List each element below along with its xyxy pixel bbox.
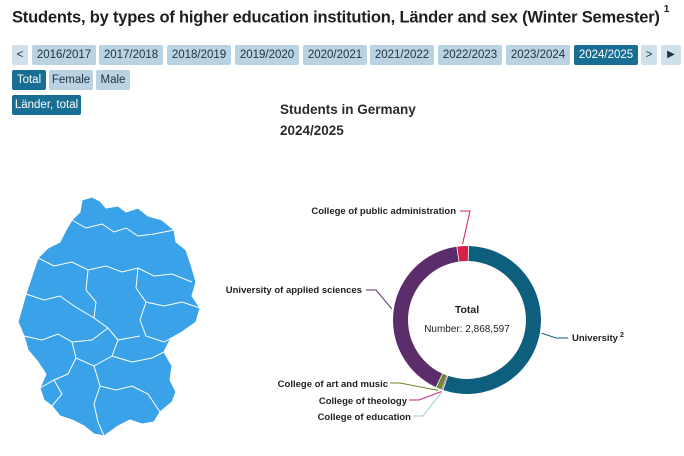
slice-label: College of art and music <box>278 379 388 390</box>
page-title: Students, by types of higher education i… <box>12 4 669 28</box>
semester-button-2018-2019[interactable]: 2018/2019 <box>167 45 231 65</box>
donut-slice-college-of-art-and-music[interactable] <box>436 373 447 390</box>
germany-map[interactable] <box>14 190 224 442</box>
slice-label: College of education <box>318 412 412 423</box>
page-title-text: Students, by types of higher education i… <box>12 8 660 27</box>
filter-female-button[interactable]: Female <box>49 70 93 90</box>
slice-label: College of public administration <box>311 206 456 217</box>
donut-slice-college-of-education[interactable] <box>442 375 448 390</box>
leader-line <box>413 391 443 417</box>
donut-slice-college-of-public-administration[interactable] <box>457 245 469 262</box>
leader-line <box>366 289 393 310</box>
slice-label: College of theology <box>319 396 408 407</box>
chart-heading-line2: 2024/2025 <box>280 123 344 138</box>
slice-label: University of applied sciences <box>226 285 362 296</box>
leader-line <box>409 391 442 401</box>
donut-slice-college-of-theology[interactable] <box>441 375 448 390</box>
chart-heading: Students in Germany 2024/2025 <box>280 99 416 141</box>
filter-total-button[interactable]: Total <box>12 70 46 90</box>
leader-line <box>460 210 471 245</box>
chart-heading-line1: Students in Germany <box>280 102 416 117</box>
semester-button-2017-2018[interactable]: 2017/2018 <box>99 45 163 65</box>
title-footnote: 1 <box>663 4 670 15</box>
semester-button-2019-2020[interactable]: 2019/2020 <box>235 45 299 65</box>
semester-button-2023-2024[interactable]: 2023/2024 <box>506 45 570 65</box>
slice-label-footnote: 2 <box>620 332 624 339</box>
donut-leaders: University 2 College of education College o… <box>226 206 624 423</box>
semester-button-2024-2025[interactable]: 2024/2025 <box>574 45 638 65</box>
prev-semester-button[interactable]: < <box>12 45 28 65</box>
semester-button-2022-2023[interactable]: 2022/2023 <box>438 45 502 65</box>
play-button[interactable]: ▶ <box>661 45 681 65</box>
donut-slice-university[interactable] <box>443 246 541 395</box>
state-borders <box>23 219 201 437</box>
donut-center-title: Total <box>455 304 479 316</box>
donut-slice-university-of-applied-sciences[interactable] <box>393 246 459 388</box>
donut-center-value: Number: 2,868,597 <box>424 324 510 335</box>
leader-line <box>390 382 439 391</box>
semester-button-2021-2022[interactable]: 2021/2022 <box>370 45 434 65</box>
next-semester-button[interactable]: > <box>641 45 657 65</box>
leader-line <box>541 332 568 339</box>
filter-male-button[interactable]: Male <box>96 70 130 90</box>
laender-total-button[interactable]: Länder, total <box>12 95 81 115</box>
slice-label: University 2 <box>572 332 624 344</box>
donut-slices <box>393 245 541 395</box>
semester-button-2016-2017[interactable]: 2016/2017 <box>32 45 96 65</box>
semester-button-2020-2021[interactable]: 2020/2021 <box>303 45 367 65</box>
